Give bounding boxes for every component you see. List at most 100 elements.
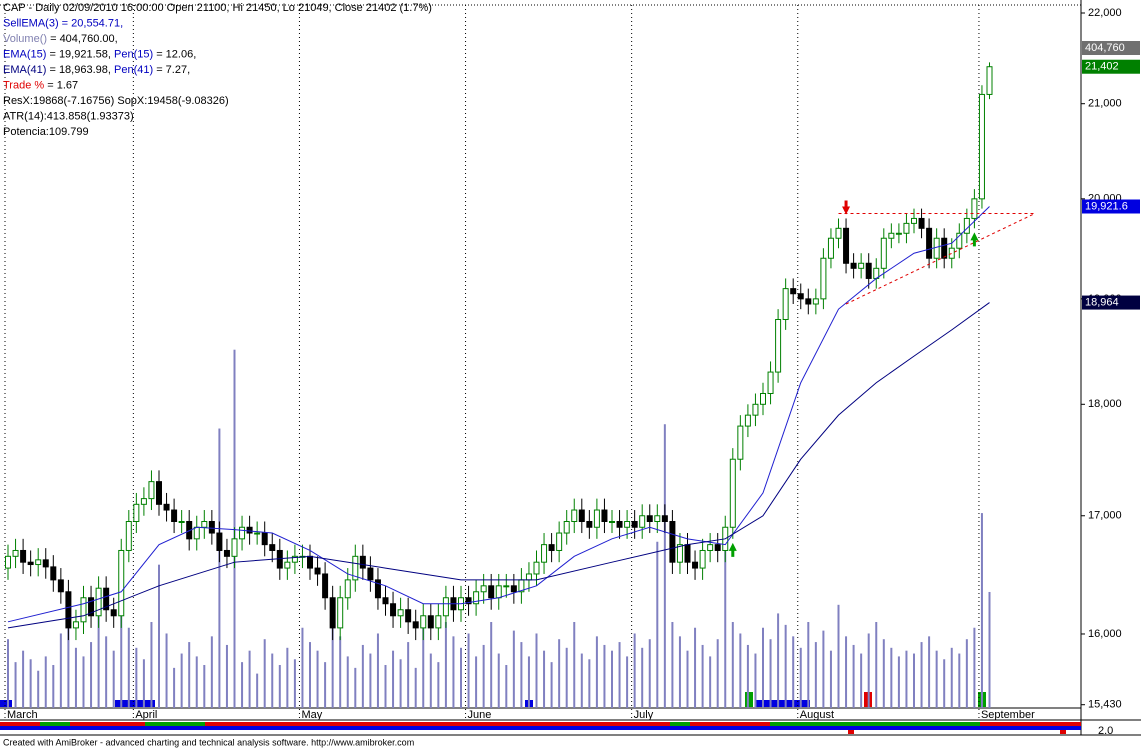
candle-body <box>171 509 178 522</box>
volume-bar <box>293 659 296 708</box>
volume-bar <box>158 564 160 708</box>
month-label: September <box>981 709 1035 721</box>
volume-bar <box>399 659 402 708</box>
header-line: SellEMA(3) = 20,554.71, <box>3 17 123 29</box>
volume-bar <box>792 636 795 708</box>
header-segment: Volume() <box>3 33 47 45</box>
volume-bar <box>407 642 410 708</box>
ribbon-green <box>770 722 980 726</box>
volume-bar <box>807 622 810 708</box>
candle-body <box>609 520 615 523</box>
candle-body <box>767 371 774 394</box>
volume-bar <box>429 653 432 708</box>
candle-body <box>707 544 714 551</box>
price-box <box>1082 59 1140 74</box>
volume-bar <box>928 636 931 708</box>
candle-body <box>216 532 223 551</box>
candle-body <box>156 481 162 505</box>
volume-bar <box>890 647 893 708</box>
month-label: April <box>135 709 157 721</box>
strip <box>115 700 155 707</box>
candle-body <box>503 585 510 588</box>
volume-bar <box>218 428 221 708</box>
candle-body <box>178 520 185 523</box>
header-segment: = 1.67 <box>44 79 78 91</box>
volume-bar <box>195 656 198 708</box>
volume-bar <box>543 650 546 708</box>
volume-bar <box>452 636 455 708</box>
candle-body <box>752 403 759 416</box>
candle-body <box>571 509 578 522</box>
volume-bar <box>603 644 606 708</box>
volume-bar <box>686 650 689 708</box>
volume-bar <box>384 665 387 708</box>
volume-bar <box>497 653 500 708</box>
candle-body <box>978 93 985 200</box>
candle-body <box>103 587 110 611</box>
header-segment: = 19,921.58, <box>46 48 114 60</box>
volume-bar <box>354 667 357 708</box>
y-tick-label: 18,000 <box>1088 398 1122 410</box>
volume-bar <box>837 604 840 708</box>
candle-body <box>646 515 653 522</box>
volume-bar <box>558 639 561 708</box>
volume-bar <box>746 644 749 708</box>
volume-bar <box>339 636 342 708</box>
candle-body <box>35 559 42 566</box>
candle-body <box>639 515 646 528</box>
candle-body <box>390 603 397 617</box>
candle-body <box>986 66 993 95</box>
header-segment: Pen(41) <box>114 64 153 76</box>
y-tick-label: 16,000 <box>1088 628 1122 640</box>
candle-body <box>941 237 948 259</box>
candle-body <box>805 298 812 305</box>
volume-bar <box>346 656 349 708</box>
y-tick-label: 21,000 <box>1088 98 1122 110</box>
volume-bar <box>829 650 832 708</box>
candle-body <box>510 585 517 593</box>
volume-bar <box>633 633 636 708</box>
volume-bar <box>882 639 885 708</box>
candle-body <box>95 587 102 617</box>
candle-body <box>118 549 125 617</box>
volume-bar <box>701 644 704 708</box>
candle-body <box>631 520 638 528</box>
candle-body <box>269 544 276 551</box>
candle-body <box>239 526 246 540</box>
volume-bar <box>588 659 591 708</box>
candle-body <box>42 559 49 568</box>
candle-body <box>397 609 404 617</box>
volume-bar <box>67 622 70 708</box>
volume-bar <box>814 642 817 708</box>
volume-bar <box>135 647 138 708</box>
candle-body <box>57 579 64 593</box>
candle-body <box>616 520 623 528</box>
price-box-label: 19,921.6 <box>1085 200 1128 212</box>
candle-body <box>624 520 631 528</box>
header-line: EMA(41) = 18,963.98, Pen(41) = 7.27, <box>3 64 190 76</box>
header-line: Volume() = 404,760.00, <box>3 33 118 45</box>
volume-bar <box>731 622 734 708</box>
volume-bar <box>520 642 523 708</box>
volume-bar <box>241 662 244 708</box>
candle-body <box>261 532 268 546</box>
month-label: May <box>301 709 322 721</box>
volume-bar <box>980 513 983 708</box>
header-segment: CAP - Daily 02/09/2010 16:00:00 Open 211… <box>3 2 432 14</box>
strip <box>0 700 12 707</box>
volume-bar <box>965 639 968 708</box>
volume-bar <box>648 639 651 708</box>
header-line: ResX:19868(-7.16756) SopX:19458(-9.08326… <box>3 95 229 107</box>
volume-bar <box>527 656 530 708</box>
ribbon-green <box>40 722 70 726</box>
candle-body <box>12 549 19 557</box>
volume-bar <box>210 636 213 708</box>
volume-bar <box>920 642 923 708</box>
candle-body <box>246 526 253 534</box>
volume-bar <box>762 627 764 708</box>
candle-body <box>291 555 298 563</box>
volume-box <box>1082 41 1140 55</box>
volume-bar <box>369 653 372 708</box>
candle-body <box>314 567 321 575</box>
volume-bar <box>120 613 123 708</box>
